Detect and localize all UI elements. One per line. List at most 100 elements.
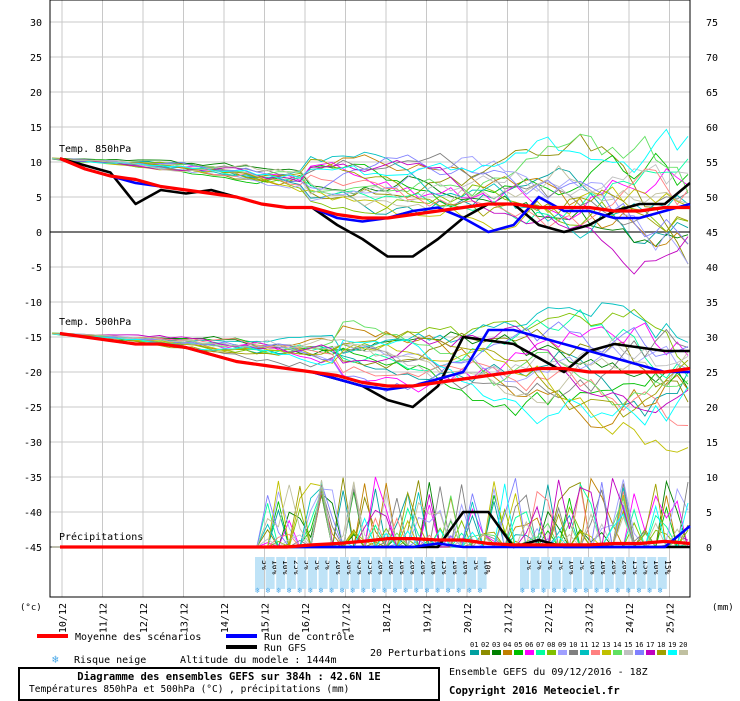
left-tick-label: -20 (24, 368, 42, 379)
snow-risk-value: 20% (334, 560, 343, 575)
perturbation-swatch (613, 650, 622, 655)
snowflake-icon: ❄ (478, 586, 483, 595)
left-tick-label: 0 (36, 228, 42, 239)
snow-risk-value: 10% (430, 560, 439, 575)
perturbation-number: 09 (558, 641, 566, 649)
snowflake-icon: ❄ (467, 586, 472, 595)
perturbation-swatch (624, 650, 633, 655)
snow-risk-cell (551, 557, 561, 589)
left-tick-label: -40 (24, 508, 42, 519)
snow-risk-cell (424, 557, 434, 589)
snowflake-icon: ❄ (340, 586, 345, 595)
snowflake-icon: ❄ (382, 586, 387, 595)
snow-risk-cell (583, 557, 593, 589)
left-tick-label: -45 (24, 543, 42, 554)
perturbation-line-850 (51, 158, 689, 233)
panel-title-500: Temp. 500hPa (59, 317, 131, 328)
snowflake-icon: ❄ (615, 586, 620, 595)
snowflake-icon: ❄ (647, 586, 652, 595)
series-gfs-panel-0 (59, 157, 691, 258)
snow-risk-cell (265, 557, 275, 589)
snow-risk-value: 45% (355, 560, 364, 575)
perturbation-line-500 (51, 332, 689, 453)
snow-risk-value: 10% (271, 560, 280, 575)
perturbation-legend: 01 02 03 04 05 06 07 08 09 10 11 12 13 14 15 16 17 18 19 20 (470, 641, 688, 655)
snow-risk-cell (647, 557, 657, 589)
snow-risk-value: 20% (377, 560, 386, 575)
perturbation-line-850 (51, 154, 689, 245)
snow-risk-value: 15% (642, 560, 651, 575)
perturbation-swatch (679, 650, 688, 655)
snow-risk-cell (594, 557, 604, 589)
snowflake-icon: ❄ (372, 586, 377, 595)
plot-frame (49, 0, 691, 598)
perturbation-number: 11 (580, 641, 588, 649)
perturbation-number: 20 (679, 641, 687, 649)
snowflake-icon: ❄ (276, 586, 281, 595)
snowflake-icon: ❄ (350, 586, 355, 595)
snow-risk-cell (530, 557, 540, 589)
perturbation-line-500 (51, 333, 689, 404)
snow-risk-cell (456, 557, 466, 589)
copyright-text: Copyright 2016 Meteociel.fr (449, 685, 620, 697)
snow-risk-value: 5% (472, 560, 481, 570)
snowflake-icon: ❄ (319, 586, 324, 595)
snow-risk-value: 25% (292, 560, 301, 575)
snow-risk-cell (350, 557, 360, 589)
footer-subtitle: Températures 850hPa et 500hPa (°C) , pré… (29, 684, 350, 695)
snow-risk-cell (615, 557, 625, 589)
left-tick-label: -30 (24, 438, 42, 449)
right-tick-label: 40 (706, 263, 718, 274)
perturbation-swatch (503, 650, 512, 655)
snow-risk-value: 5% (557, 560, 566, 570)
perturbation-swatch (547, 650, 556, 655)
model-altitude: Altitude du modele : 1444m (180, 655, 337, 666)
snow-risk-cell (297, 557, 307, 589)
perturbation-number: 15 (624, 641, 632, 649)
snow-risk-value: 5% (525, 560, 534, 570)
perturbation-number: 06 (525, 641, 533, 649)
snowflake-icon: ❄ (446, 586, 451, 595)
snowflake-icon: ❄ (414, 586, 419, 595)
perturbation-swatch (668, 650, 677, 655)
main-series (59, 157, 691, 549)
series-mean-panel-0 (59, 157, 690, 220)
snow-risk-cell (604, 557, 614, 589)
perturbation-line-850 (51, 128, 689, 179)
left-unit-label: (°c) (20, 603, 42, 613)
right-tick-label: 35 (706, 298, 718, 309)
perturbation-number: 19 (668, 641, 676, 649)
snow-risk-value: 55% (366, 560, 375, 575)
snowflake-icon: ❄ (425, 586, 430, 595)
perturbation-swatch (635, 650, 644, 655)
legend-mean-label: Moyenne des scénarios (75, 631, 201, 643)
snow-risk-cell (467, 557, 476, 589)
snowflake-icon: ❄ (403, 586, 408, 595)
perturbation-line-850 (51, 158, 689, 211)
snow-risk-cell (392, 557, 402, 589)
date-tick-label: 25/12 (666, 603, 677, 633)
snowflake-icon: ❄ (435, 586, 440, 595)
snow-risk-cell (308, 557, 317, 589)
snowflake-icon: ❄ (255, 586, 260, 595)
snow-risk-value: 10% (483, 560, 492, 575)
snowflake-icon: ❄ (658, 586, 663, 595)
legend-gfs-label: Run GFS (264, 643, 306, 654)
perturbation-number: 04 (503, 641, 511, 649)
snow-risk-value: 10% (398, 560, 407, 575)
perturbation-line-500 (51, 320, 689, 406)
right-tick-label: 45 (706, 228, 718, 239)
perturbation-swatch (536, 650, 545, 655)
snowflake-icon: ❄ (552, 586, 557, 595)
right-tick-label: 30 (706, 333, 718, 344)
right-tick-label: 60 (706, 123, 718, 134)
perturbation-number: 14 (613, 641, 621, 649)
snow-risk-cell (371, 557, 381, 589)
perturbation-number: 10 (569, 641, 577, 649)
perturbation-swatch (646, 650, 655, 655)
left-tick-label: -5 (30, 263, 42, 274)
snow-risk-cell (382, 557, 392, 589)
left-tick-label: 25 (30, 53, 42, 64)
snow-risk-cell (329, 557, 339, 589)
ensemble-run-info: Ensemble GEFS du 09/12/2016 - 18Z (449, 667, 648, 678)
